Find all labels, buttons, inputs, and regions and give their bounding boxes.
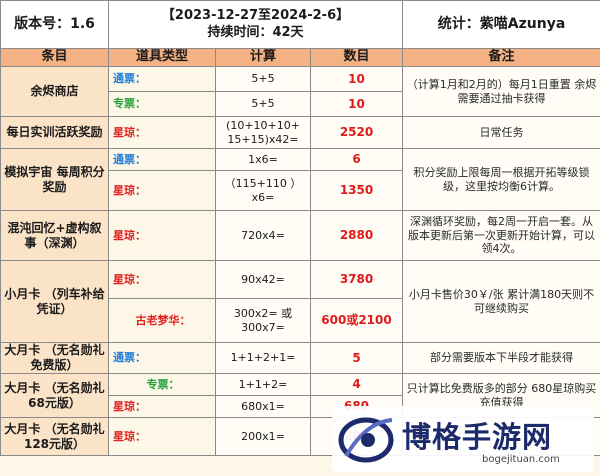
- note-cell: （计算1月和2月的）每月1日重置 余烬需要通过抽卡获得: [402, 66, 600, 117]
- column-header: 数目: [309, 48, 404, 67]
- item-type: 星琼：: [108, 210, 216, 261]
- calc-cell: 1+1+2+1=: [215, 342, 311, 374]
- item-name: 余烬商店: [0, 66, 109, 117]
- duration: 持续时间：42天: [207, 24, 304, 40]
- item-type: 星琼：: [108, 395, 216, 418]
- site-watermark: 博格手游网 bogejituan.com: [332, 406, 594, 472]
- item-name: 模拟宇宙 每周积分奖励: [0, 148, 109, 211]
- table-row: 模拟宇宙 每周积分奖励 通票： 1x6= 6 积分奖励上限每周一根据开拓等级锁级…: [0, 148, 600, 211]
- table-row: 大月卡 （无名勋礼免费版） 通票： 1+1+2+1= 5 部分需要版本下半段才能…: [0, 342, 600, 374]
- amount-cell: 3780: [309, 260, 404, 299]
- calc-cell: （115+110 ）x6=: [215, 170, 311, 211]
- calc-cell: 5+5: [215, 91, 311, 117]
- item-name: 小月卡 （列车补给凭证）: [0, 260, 109, 343]
- column-header: 条目: [0, 48, 109, 67]
- rewards-table: 版本号：1.6 【2023-12-27至2024-2-6】 持续时间：42天 统…: [0, 0, 600, 456]
- item-type: 通票：: [108, 66, 216, 92]
- calc-cell: 680x1=: [215, 395, 311, 418]
- amount-cell: 10: [309, 66, 404, 92]
- amount-cell: 5: [309, 342, 404, 374]
- table-row: 混沌回忆+虚构叙事（深渊） 星琼： 720x4= 2880 深渊循环奖励，每2周…: [0, 210, 600, 261]
- note-cell: 部分需要版本下半段才能获得: [402, 342, 600, 374]
- date-cell: 【2023-12-27至2024-2-6】 持续时间：42天: [107, 0, 404, 49]
- amount-cell: 2520: [309, 116, 404, 149]
- item-name: 混沌回忆+虚构叙事（深渊）: [0, 210, 109, 261]
- note-cell: 日常任务: [402, 116, 600, 149]
- item-type: 专票：: [108, 373, 216, 396]
- note-cell: 小月卡售价30￥/张 累计满180天则不可继续购买: [402, 260, 600, 343]
- amount-cell: 4: [309, 373, 404, 396]
- date-range: 【2023-12-27至2024-2-6】: [161, 8, 350, 24]
- item-name: 大月卡 （无名勋礼128元版）: [0, 417, 109, 456]
- table-row: 大月卡 （无名勋礼68元版） 专票： 1+1+2= 4 只计算比免费版多的部分 …: [0, 373, 600, 418]
- calc-cell: 1x6=: [215, 148, 311, 171]
- amount-cell: 10: [309, 91, 404, 117]
- watermark-url: bogejituan.com: [482, 454, 560, 465]
- calc-cell: 720x4=: [215, 210, 311, 261]
- column-header-row: 条目 道具类型 计算 数目 备注: [0, 48, 600, 67]
- logo-icon: [338, 417, 394, 463]
- amount-cell: 6: [309, 148, 404, 171]
- column-header: 道具类型: [108, 48, 216, 67]
- amount-cell: 1350: [309, 170, 404, 211]
- table-row: 余烬商店 通票： 5+5 10 （计算1月和2月的）每月1日重置 余烬需要通过抽…: [0, 66, 600, 117]
- title-row: 版本号：1.6 【2023-12-27至2024-2-6】 持续时间：42天 统…: [0, 0, 600, 49]
- item-type: 星琼：: [108, 116, 216, 149]
- watermark-title: 博格手游网: [402, 420, 553, 454]
- calc-cell: 90x42=: [215, 260, 311, 299]
- calc-cell: 300x2= 或300x7=: [215, 298, 311, 343]
- amount-cell: 600或2100: [309, 298, 404, 343]
- note-cell: 深渊循环奖励，每2周一开启一套。从版本更新后第一次更新开始计算，可以领4次。: [402, 210, 600, 261]
- item-name: 每日实训活跃奖励: [0, 116, 109, 149]
- item-type: 星琼：: [108, 417, 216, 456]
- item-type: 星琼：: [108, 260, 216, 299]
- table-row: 专票： 5+5 10: [1, 91, 600, 117]
- item-name: 大月卡 （无名勋礼免费版）: [0, 342, 109, 374]
- item-type: 专票：: [108, 91, 216, 117]
- table-row: 星琼： （115+110 ）x6= 1350: [1, 170, 600, 211]
- version-label: 版本号：1.6: [0, 0, 109, 49]
- calc-cell: 1+1+2=: [215, 373, 311, 396]
- author-label: 统计：紫喵Azunya: [402, 0, 600, 49]
- column-header: 计算: [215, 48, 311, 67]
- amount-cell: 2880: [309, 210, 404, 261]
- calc-cell: 5+5: [215, 66, 311, 92]
- item-type: 通票：: [108, 342, 216, 374]
- note-cell: 积分奖励上限每周一根据开拓等级锁级，这里按均衡6计算。: [402, 148, 600, 211]
- calc-cell: (10+10+10+ 15+15)x42=: [215, 116, 311, 149]
- item-type: 星琼：: [108, 170, 216, 211]
- table-row: 每日实训活跃奖励 星琼： (10+10+10+ 15+15)x42= 2520 …: [0, 116, 600, 149]
- item-name: 大月卡 （无名勋礼68元版）: [0, 373, 109, 418]
- calc-cell: 200x1=: [215, 417, 311, 456]
- table-row: 小月卡 （列车补给凭证） 星琼： 90x42= 3780 小月卡售价30￥/张 …: [0, 260, 600, 343]
- item-type: 通票：: [108, 148, 216, 171]
- column-header: 备注: [402, 48, 600, 67]
- item-type: 古老梦华：: [108, 298, 216, 343]
